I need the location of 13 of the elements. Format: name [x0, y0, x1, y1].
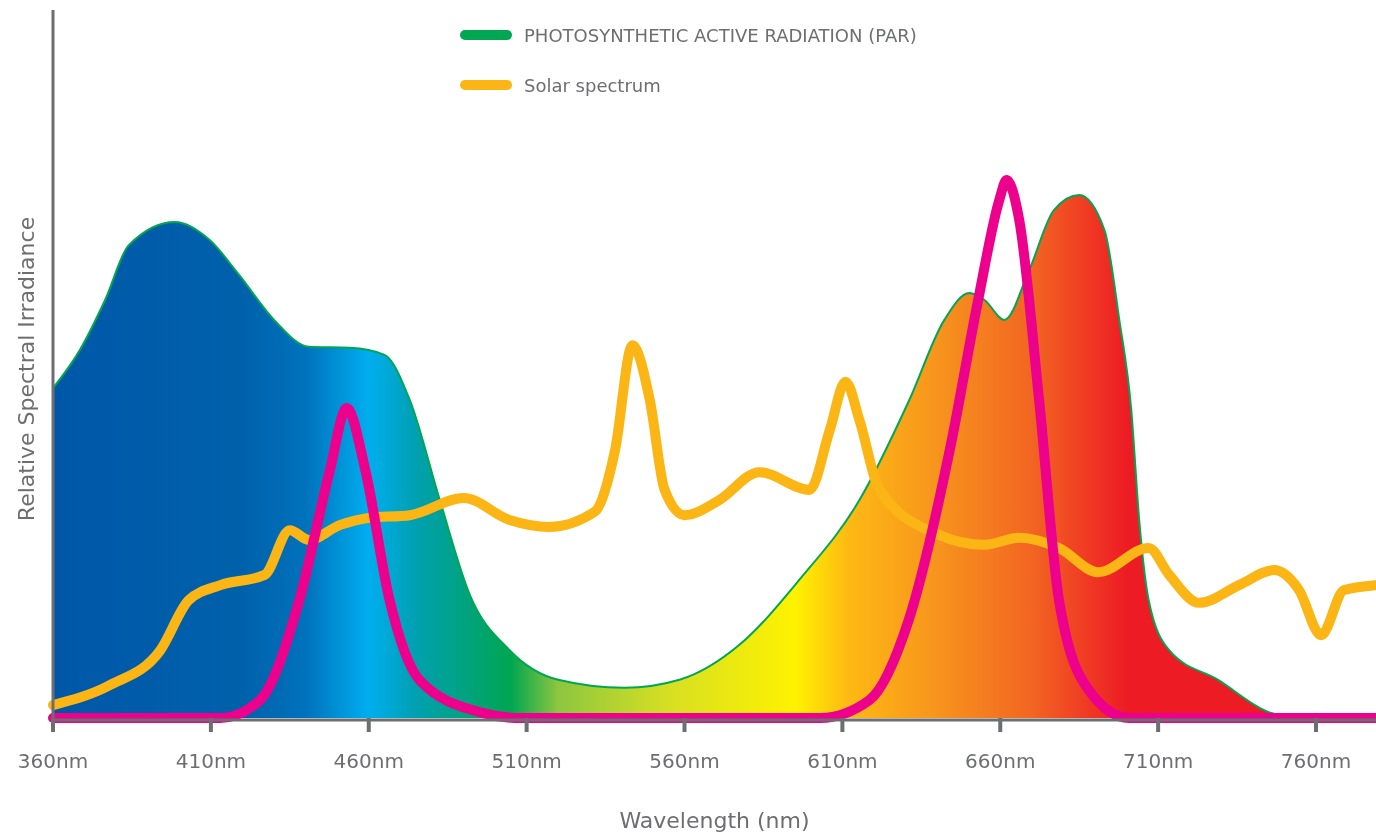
legend-label: PHOTOSYNTHETIC ACTIVE RADIATION (PAR) — [524, 25, 917, 46]
y-axis-title: Relative Spectral Irradiance — [14, 216, 39, 522]
legend-label: Solar spectrum — [524, 75, 661, 96]
x-tick-label: 760nm — [1280, 749, 1352, 773]
x-tick-label: 410nm — [175, 749, 247, 773]
x-tick-label: 460nm — [333, 749, 404, 773]
x-tick-label: 560nm — [649, 749, 720, 773]
x-tick-label: 510nm — [491, 749, 562, 773]
x-tick-label: 660nm — [965, 749, 1036, 773]
x-tick-label: 710nm — [1122, 749, 1194, 773]
x-axis-title: Wavelength (nm) — [619, 808, 810, 832]
x-tick-label: 360nm — [17, 749, 89, 773]
x-tick-label: 610nm — [807, 749, 878, 773]
